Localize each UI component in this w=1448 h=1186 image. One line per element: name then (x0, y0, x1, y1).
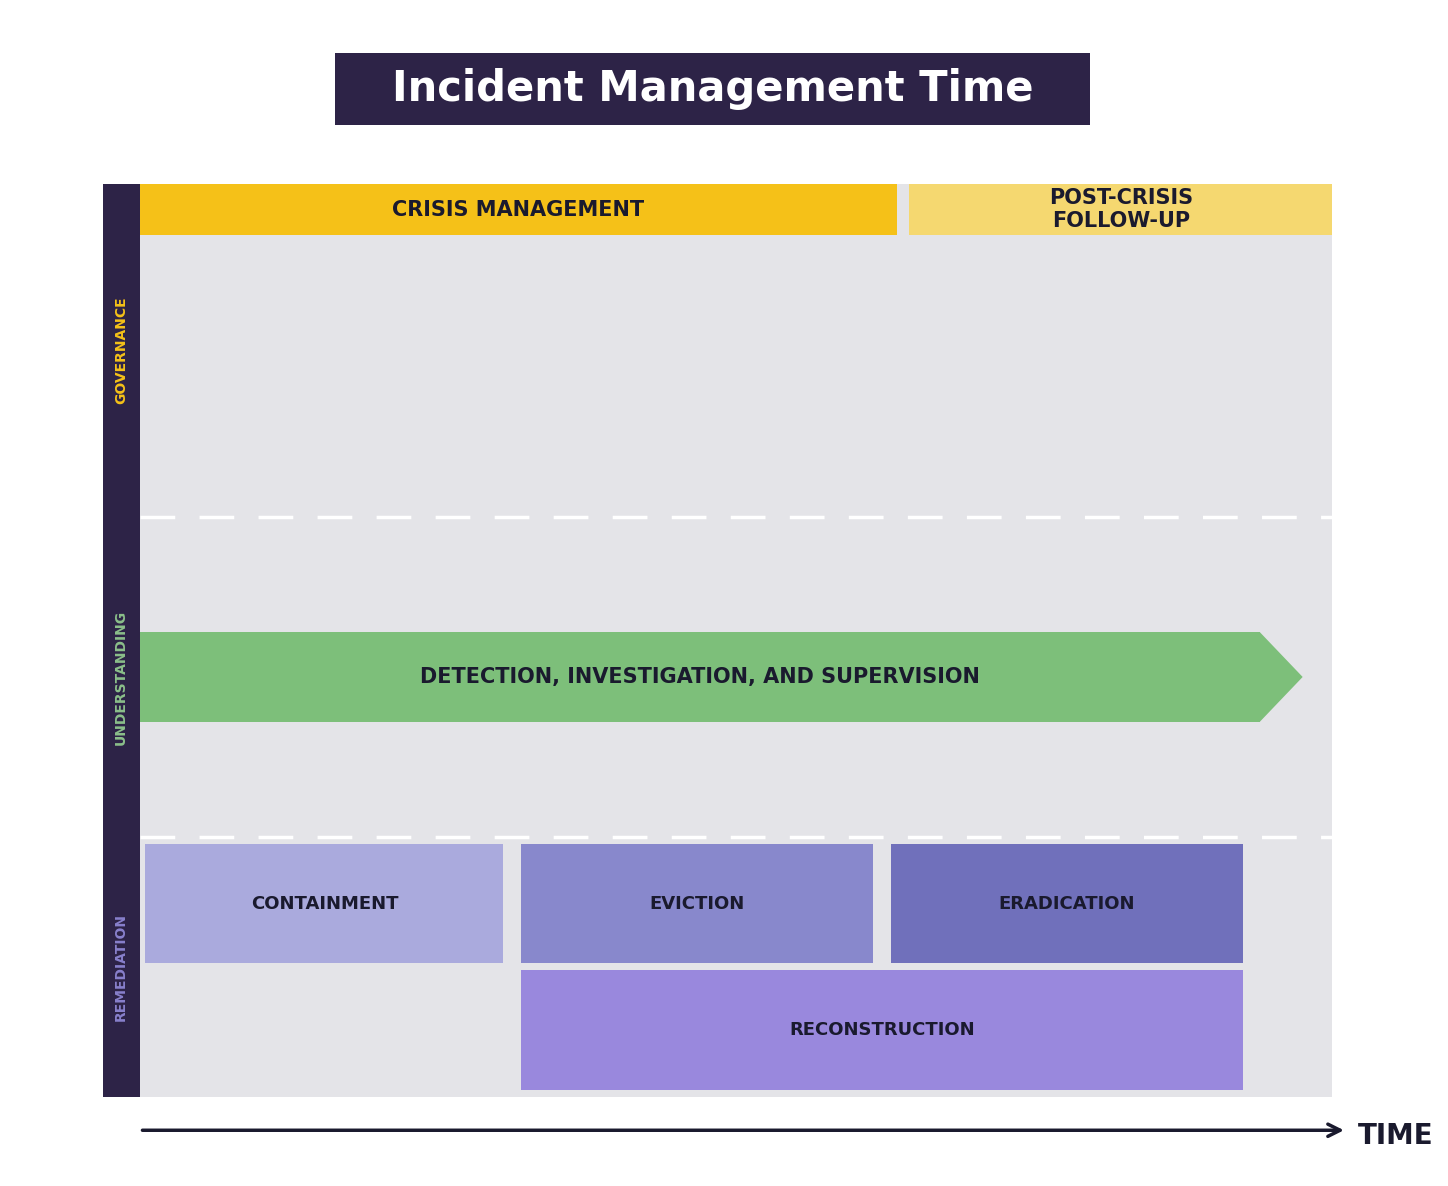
FancyBboxPatch shape (891, 844, 1242, 963)
Text: TIME: TIME (1358, 1122, 1434, 1150)
FancyBboxPatch shape (103, 184, 1332, 1097)
FancyBboxPatch shape (103, 184, 139, 1097)
Text: CONTAINMENT: CONTAINMENT (251, 894, 398, 913)
FancyBboxPatch shape (145, 844, 504, 963)
Text: REMEDIATION: REMEDIATION (114, 913, 127, 1021)
Text: DETECTION, INVESTIGATION, AND SUPERVISION: DETECTION, INVESTIGATION, AND SUPERVISIO… (420, 667, 980, 687)
FancyBboxPatch shape (521, 844, 873, 963)
Text: Incident Management Time: Incident Management Time (392, 68, 1034, 110)
Text: CRISIS MANAGEMENT: CRISIS MANAGEMENT (392, 199, 644, 219)
Polygon shape (1260, 632, 1303, 722)
FancyBboxPatch shape (139, 184, 898, 236)
FancyBboxPatch shape (521, 970, 1242, 1090)
FancyBboxPatch shape (909, 184, 1332, 236)
Text: GOVERNANCE: GOVERNANCE (114, 296, 127, 404)
Text: POST-CRISIS
FOLLOW-UP: POST-CRISIS FOLLOW-UP (1048, 189, 1193, 231)
FancyBboxPatch shape (334, 53, 1090, 125)
Text: EVICTION: EVICTION (650, 894, 744, 913)
Text: RECONSTRUCTION: RECONSTRUCTION (789, 1021, 975, 1039)
Text: UNDERSTANDING: UNDERSTANDING (114, 610, 127, 745)
FancyBboxPatch shape (139, 632, 1260, 722)
Text: ERADICATION: ERADICATION (999, 894, 1135, 913)
